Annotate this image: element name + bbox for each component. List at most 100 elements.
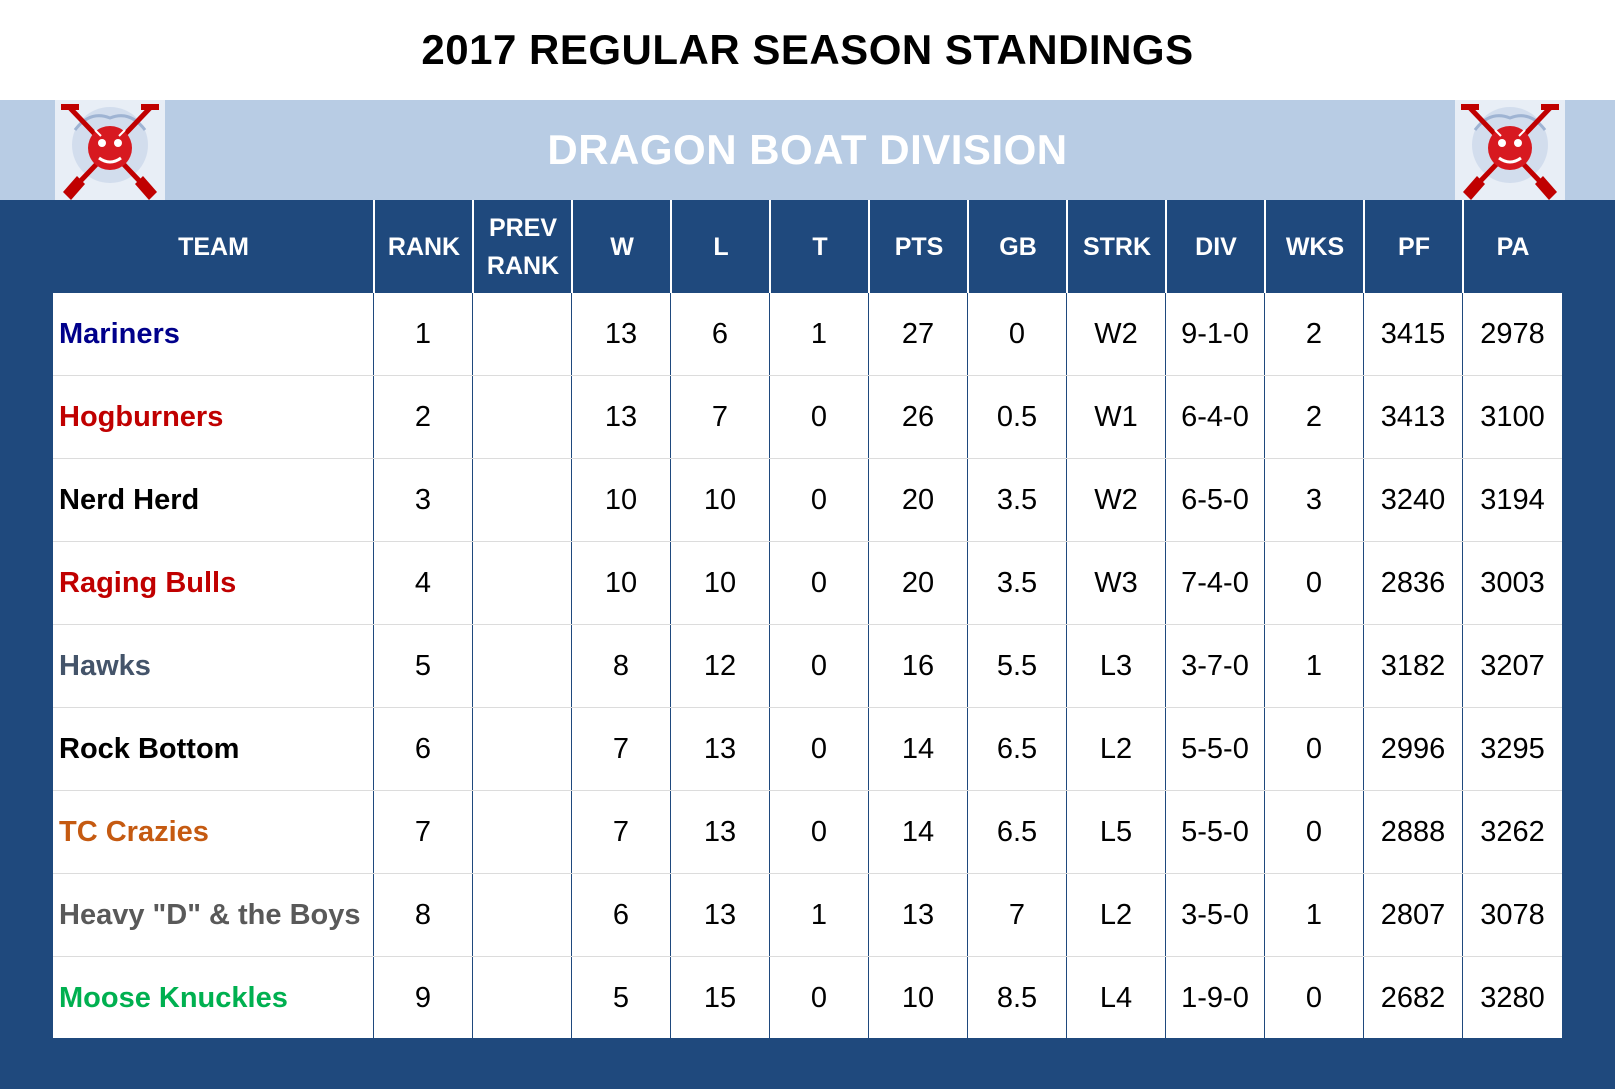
header-divider [967, 200, 969, 293]
streak-cell: L5 [1099, 816, 1133, 848]
header-divider [373, 200, 375, 293]
header-l: L [713, 232, 729, 261]
column-divider [769, 293, 770, 1038]
rank-cell: 4 [414, 567, 432, 599]
team-name: Hawks [59, 650, 151, 682]
dragon-oars-icon [1461, 104, 1559, 200]
streak-cell: L2 [1099, 899, 1133, 931]
prev-rank-cell [473, 459, 571, 542]
wins-cell: 7 [612, 733, 630, 765]
games-behind-cell: 3.5 [996, 484, 1038, 516]
team-name: Heavy "D" & the Boys [59, 899, 361, 931]
column-divider [868, 293, 869, 1038]
weeks-cell: 2 [1305, 318, 1323, 350]
losses-cell: 15 [703, 982, 737, 1014]
division-record-cell: 3-5-0 [1181, 899, 1249, 931]
header-divider [769, 200, 771, 293]
points-against-cell: 3295 [1480, 733, 1545, 765]
column-divider [472, 293, 473, 1038]
standings-table: Mariners 1 13 6 1 27 0 W2 9-1-0 2 3415 2978 Hogburne… [53, 293, 1562, 1038]
points-for-cell: 3415 [1380, 318, 1446, 350]
rank-cell: 2 [414, 401, 432, 433]
weeks-cell: 3 [1305, 484, 1323, 516]
division-record-cell: 6-4-0 [1181, 401, 1249, 433]
points-for-cell: 3182 [1380, 650, 1446, 682]
header-gb: GB [999, 232, 1037, 261]
ties-cell: 0 [810, 567, 828, 599]
header-prev-rank-line1: PREV [488, 213, 558, 242]
streak-cell: W3 [1094, 567, 1138, 599]
ties-cell: 1 [810, 899, 828, 931]
points-for-cell: 2682 [1380, 982, 1446, 1014]
points-against-cell: 3194 [1480, 484, 1545, 516]
losses-cell: 10 [703, 484, 737, 516]
games-behind-cell: 6.5 [996, 816, 1038, 848]
team-name: Moose Knuckles [59, 982, 288, 1014]
division-record-cell: 6-5-0 [1181, 484, 1249, 516]
header-rank: RANK [387, 232, 461, 261]
team-name: Mariners [59, 318, 180, 350]
ties-cell: 0 [810, 484, 828, 516]
prev-rank-cell [473, 874, 571, 957]
header-strk: STRK [1082, 232, 1152, 261]
rank-cell: 9 [414, 982, 432, 1014]
points-for-cell: 3413 [1380, 401, 1446, 433]
team-name: Raging Bulls [59, 567, 237, 599]
column-divider [1363, 293, 1364, 1038]
points-for-cell: 2807 [1380, 899, 1446, 931]
header-div: DIV [1195, 232, 1237, 261]
weeks-cell: 1 [1305, 650, 1323, 682]
header-prev-rank-line2: RANK [486, 251, 560, 280]
table-row: Heavy "D" & the Boys 8 6 13 1 13 7 L2 3-5-0 1 2807… [53, 874, 1562, 957]
wins-cell: 7 [612, 816, 630, 848]
ties-cell: 0 [810, 733, 828, 765]
streak-cell: L4 [1099, 982, 1133, 1014]
streak-cell: L2 [1099, 733, 1133, 765]
team-name: Hogburners [59, 401, 224, 433]
header-divider [670, 200, 672, 293]
weeks-cell: 0 [1305, 982, 1323, 1014]
header-pf: PF [1398, 232, 1430, 261]
header-divider [1363, 200, 1365, 293]
games-behind-cell: 8.5 [996, 982, 1038, 1014]
table-header: TEAM RANK PREV RANK W L T PTS GB STRK DI… [0, 200, 1615, 293]
streak-cell: W1 [1094, 401, 1138, 433]
column-divider [1462, 293, 1463, 1038]
wins-cell: 6 [612, 899, 630, 931]
header-prev-rank: PREV RANK [474, 200, 572, 293]
losses-cell: 13 [703, 899, 737, 931]
points-cell: 26 [901, 401, 935, 433]
column-divider [1066, 293, 1067, 1038]
weeks-cell: 0 [1305, 816, 1323, 848]
dragon-oars-icon [61, 104, 159, 200]
header-t: T [812, 232, 828, 261]
rank-cell: 6 [414, 733, 432, 765]
points-cell: 13 [901, 899, 935, 931]
points-cell: 16 [901, 650, 935, 682]
division-record-cell: 5-5-0 [1181, 733, 1249, 765]
streak-cell: W2 [1094, 484, 1138, 516]
points-cell: 20 [901, 484, 935, 516]
team-name: Rock Bottom [59, 733, 240, 765]
header-team: TEAM [178, 232, 249, 261]
table-row: Mariners 1 13 6 1 27 0 W2 9-1-0 2 3415 2978 [53, 293, 1562, 376]
column-divider [1165, 293, 1166, 1038]
table-row: Hawks 5 8 12 0 16 5.5 L3 3-7-0 1 3182 3207 [53, 625, 1562, 708]
header-divider [868, 200, 870, 293]
rank-cell: 1 [414, 318, 432, 350]
losses-cell: 13 [703, 733, 737, 765]
ties-cell: 0 [810, 401, 828, 433]
rank-cell: 5 [414, 650, 432, 682]
points-against-cell: 3207 [1480, 650, 1545, 682]
losses-cell: 13 [703, 816, 737, 848]
header-pts: PTS [894, 232, 944, 261]
points-against-cell: 3078 [1480, 899, 1545, 931]
ties-cell: 1 [810, 318, 828, 350]
division-record-cell: 1-9-0 [1181, 982, 1249, 1014]
games-behind-cell: 7 [1008, 899, 1026, 931]
points-for-cell: 3240 [1380, 484, 1446, 516]
prev-rank-cell [473, 542, 571, 625]
games-behind-cell: 0.5 [996, 401, 1038, 433]
division-record-cell: 7-4-0 [1181, 567, 1249, 599]
